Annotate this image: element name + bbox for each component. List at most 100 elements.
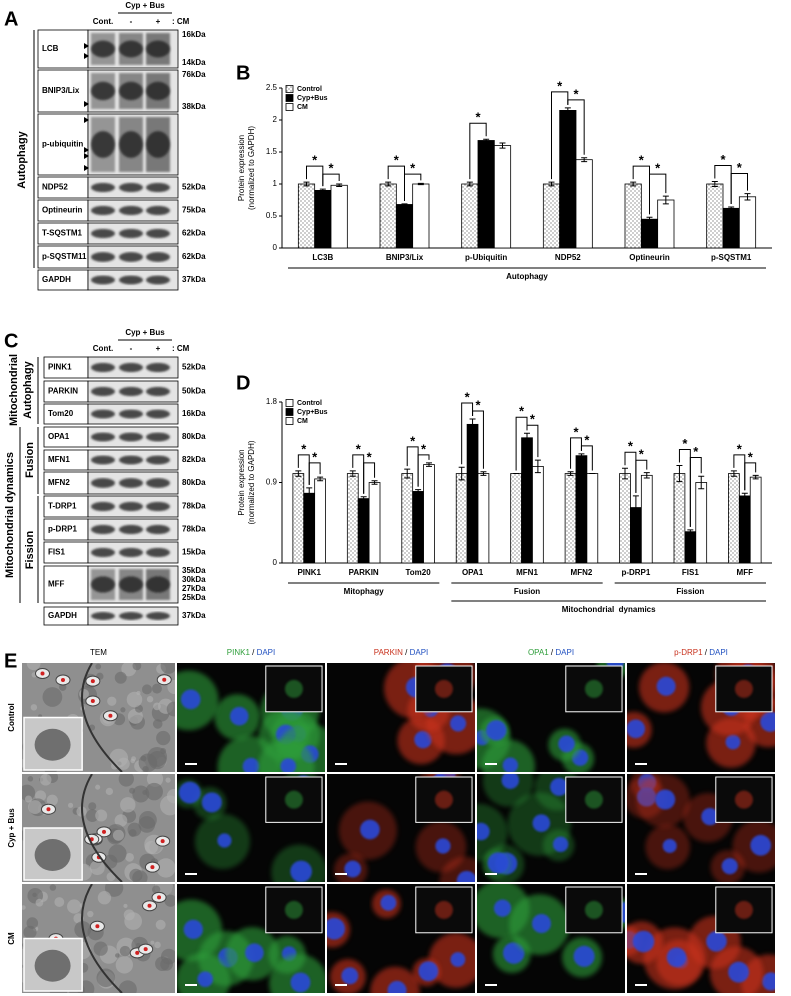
tem-texture bbox=[23, 925, 37, 939]
mitochondrion-marker bbox=[60, 677, 65, 682]
lane-label: + bbox=[156, 344, 161, 353]
tem-texture bbox=[96, 968, 116, 988]
significance-label: * bbox=[421, 441, 427, 456]
arrow bbox=[84, 101, 89, 107]
blot-label: FIS1 bbox=[48, 548, 65, 557]
cell-cytoplasm bbox=[370, 966, 420, 993]
tem-texture bbox=[42, 687, 63, 707]
significance-label: * bbox=[519, 404, 525, 419]
blot-size: 50kDa bbox=[182, 387, 206, 396]
cell-nucleus bbox=[701, 808, 719, 826]
blot-size: 16kDa bbox=[182, 409, 206, 418]
panel-letter: A bbox=[4, 8, 18, 30]
arrow bbox=[84, 117, 89, 123]
error-bar bbox=[458, 466, 465, 481]
tem-texture bbox=[160, 795, 175, 816]
significance-bracket bbox=[567, 99, 585, 155]
micrograph-content bbox=[327, 663, 475, 772]
micrograph-content bbox=[22, 663, 175, 772]
bar bbox=[368, 482, 381, 564]
blot-band bbox=[119, 252, 143, 262]
blot-label-box bbox=[37, 113, 89, 176]
column-header-part: OPA1 bbox=[528, 648, 549, 657]
tem-texture bbox=[93, 941, 108, 956]
micrograph-content bbox=[177, 774, 325, 882]
bar bbox=[684, 531, 697, 564]
column-header-part: DAPI bbox=[257, 648, 276, 657]
cell-nucleus bbox=[360, 819, 380, 840]
mitochondrion-marker bbox=[46, 807, 51, 812]
tem-texture bbox=[166, 701, 175, 717]
x-tick-label: Tom20 bbox=[406, 568, 432, 577]
cell-nucleus bbox=[502, 757, 519, 772]
error-bar bbox=[336, 183, 343, 188]
blot-band bbox=[146, 576, 170, 593]
tem-texture bbox=[145, 782, 163, 801]
blot-band bbox=[146, 547, 170, 558]
tem-texture bbox=[126, 691, 143, 708]
cell-nucleus bbox=[627, 719, 646, 739]
bar bbox=[575, 455, 588, 564]
bar bbox=[738, 196, 757, 249]
mitochondrion-marker bbox=[157, 895, 162, 900]
arrow bbox=[84, 165, 89, 171]
error-bar bbox=[401, 203, 408, 206]
significance-label: * bbox=[312, 153, 318, 168]
micrograph bbox=[627, 663, 775, 772]
tem-texture bbox=[129, 868, 143, 882]
error-bar bbox=[483, 138, 490, 143]
cell-nucleus bbox=[725, 734, 741, 750]
cell-nucleus bbox=[531, 914, 551, 934]
significance-label: * bbox=[465, 389, 471, 404]
cell-nucleus bbox=[721, 858, 738, 875]
legend-label: Cyp+Bus bbox=[297, 95, 328, 102]
blot-band bbox=[146, 432, 170, 442]
tem-texture bbox=[89, 860, 105, 876]
blot-band bbox=[91, 362, 115, 373]
error-bar bbox=[317, 476, 324, 482]
error-bar bbox=[499, 142, 506, 149]
significance-label: * bbox=[367, 449, 373, 464]
significance-label: * bbox=[737, 160, 743, 175]
mitochondrion-marker bbox=[90, 698, 95, 703]
blot-band bbox=[91, 432, 115, 442]
legend-label: CM bbox=[297, 104, 308, 111]
blot-label: PARKIN bbox=[48, 387, 78, 396]
error-bar bbox=[295, 470, 302, 477]
bar bbox=[749, 476, 762, 564]
column-header-part: DAPI bbox=[555, 648, 574, 657]
y-tick-label: 0 bbox=[273, 558, 278, 567]
blot-size: 80kDa bbox=[182, 432, 206, 441]
error-bar bbox=[578, 453, 585, 458]
error-bar bbox=[349, 470, 356, 477]
blot-band bbox=[146, 501, 170, 512]
blot-band bbox=[119, 501, 143, 512]
blot-band bbox=[119, 81, 143, 101]
bar bbox=[330, 184, 348, 249]
cell-nucleus bbox=[573, 945, 595, 967]
blot-side-label: Mitochondrial dynamics bbox=[4, 452, 16, 578]
cell-nucleus bbox=[656, 676, 676, 696]
inset-cell bbox=[584, 900, 603, 919]
x-tick-label: p-Ubiquitin bbox=[465, 253, 507, 262]
significance-bracket bbox=[469, 122, 487, 180]
column-header: PARKIN / DAPI bbox=[374, 648, 429, 657]
significance-bracket bbox=[730, 172, 748, 205]
tem-texture bbox=[27, 776, 34, 782]
lane-label: - bbox=[130, 17, 133, 26]
blot-band bbox=[146, 228, 170, 239]
column-header-part: / bbox=[250, 648, 257, 657]
tem-texture bbox=[155, 956, 170, 972]
blot-band bbox=[119, 275, 143, 285]
cell-nucleus bbox=[178, 781, 201, 804]
tem-texture bbox=[142, 765, 149, 772]
tem-texture bbox=[111, 762, 119, 770]
inset-cell bbox=[434, 679, 453, 698]
lane-suffix: : CM bbox=[172, 17, 190, 26]
cell-nucleus bbox=[552, 836, 569, 853]
tem-texture bbox=[130, 758, 136, 764]
tem-texture bbox=[46, 794, 58, 806]
cell-nucleus bbox=[242, 757, 260, 772]
mitochondrion-marker bbox=[108, 713, 113, 718]
lane-label: Cont. bbox=[93, 344, 113, 353]
